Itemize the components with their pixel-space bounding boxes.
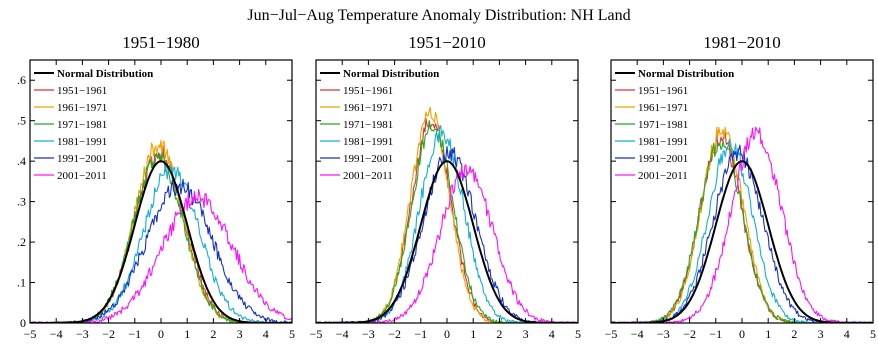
x-tick-label: 4 (549, 327, 555, 341)
x-tick-label: 0 (158, 327, 164, 341)
legend-entry: 1981−1991 (638, 136, 688, 148)
legend-entry: 1991−2001 (57, 153, 107, 165)
plot-frame (610, 59, 874, 324)
legend: Normal Distribution 1951−1961 1961−1971 197… (320, 68, 439, 182)
series-line-2001-2011 (30, 188, 292, 323)
legend-entry: 1951−1961 (638, 85, 688, 97)
x-tick-label: −1 (128, 327, 141, 341)
series-line-normal (316, 160, 578, 323)
x-tick-label: −2 (683, 327, 696, 341)
x-tick-label: 0 (739, 327, 745, 341)
legend-entry: 1951−1961 (57, 85, 107, 97)
legend-entry: 1971−1981 (57, 119, 107, 131)
legend-entry: 1961−1971 (57, 102, 107, 114)
x-tick-label: 1 (470, 327, 476, 341)
x-tick-label: 4 (844, 327, 850, 341)
y-tick-label: .2 (17, 235, 26, 249)
series-line-2001-2011 (316, 164, 578, 323)
chart-panel-2: 1951−2010 −5 −4 −3 −2 −1 0 1 2 3 4 5 Normal Distribu… (310, 33, 581, 341)
x-tick-label: −1 (709, 327, 722, 341)
legend-entry: 1971−1981 (343, 119, 393, 131)
legend-entry: 1981−1991 (343, 136, 393, 148)
series-line-1991-2001 (30, 178, 292, 323)
x-tick-label: 3 (523, 327, 529, 341)
panel-title: 1951−1980 (122, 33, 200, 52)
x-tick-label: 2 (210, 327, 216, 341)
x-tick-label: 3 (818, 327, 824, 341)
y-tick-label: .6 (17, 73, 26, 87)
legend-entry: 1981−1991 (57, 136, 107, 148)
y-tick-label: 0 (20, 316, 26, 330)
series-group (30, 139, 292, 323)
x-tick-label: 3 (237, 327, 243, 341)
x-tick-label: −4 (631, 327, 644, 341)
x-tick-label: 1 (184, 327, 190, 341)
legend: Normal Distribution 1951−1961 1961−1971 197… (34, 68, 153, 182)
panel-title: 1951−2010 (408, 33, 486, 52)
series-line-2001-2011 (611, 126, 873, 323)
series-group (611, 126, 873, 323)
chart-panel-3: 1981−2010 −5 −4 −3 −2 −1 0 1 2 3 4 5 Normal Distribu… (605, 33, 876, 341)
y-tick-label: .4 (17, 154, 26, 168)
legend-entry: 1991−2001 (343, 153, 393, 165)
x-tick-label: −5 (605, 327, 618, 341)
legend: Normal Distribution 1951−1961 1961−1971 197… (615, 68, 734, 182)
figure-title: Jun−Jul−Aug Temperature Anomaly Distribu… (247, 7, 630, 24)
legend-entry: 2001−2011 (57, 170, 107, 182)
y-tick-label: .5 (17, 114, 26, 128)
legend-entry: Normal Distribution (57, 68, 153, 80)
x-tick-label: −4 (50, 327, 63, 341)
series-line-1951-1961 (316, 118, 578, 323)
x-tick-label: 2 (496, 327, 502, 341)
x-tick-label: 5 (289, 327, 295, 341)
x-tick-label: −1 (414, 327, 427, 341)
plot-frame (29, 59, 293, 324)
chart-panel-1: 1951−1980 −5 −4 −3 −2 −1 0 1 2 3 4 5 0 .1 .2 .3 .4 .5 .6 No… (17, 33, 295, 341)
legend-entry: 1961−1971 (343, 102, 393, 114)
x-tick-label: 4 (263, 327, 269, 341)
legend-entry: 1961−1971 (638, 102, 688, 114)
legend-entry: 1971−1981 (638, 119, 688, 131)
x-tick-label: −3 (362, 327, 375, 341)
x-tick-label: −2 (388, 327, 401, 341)
series-line-1981-1991 (30, 164, 292, 323)
legend-entry: 2001−2011 (343, 170, 393, 182)
x-tick-label: −4 (336, 327, 349, 341)
x-tick-label: 2 (791, 327, 797, 341)
x-tick-label: −2 (102, 327, 115, 341)
x-tick-label: −3 (657, 327, 670, 341)
x-tick-label: −5 (24, 327, 37, 341)
x-tick-label: −5 (310, 327, 323, 341)
legend-entry: Normal Distribution (638, 68, 734, 80)
legend-entry: 1951−1961 (343, 85, 393, 97)
panels: 1951−1980 −5 −4 −3 −2 −1 0 1 2 3 4 5 0 .1 .2 .3 .4 .5 .6 No… (17, 33, 876, 341)
series-line-normal (30, 160, 292, 323)
y-tick-label: .3 (17, 195, 26, 209)
x-tick-label: 5 (575, 327, 581, 341)
x-tick-label: 0 (444, 327, 450, 341)
x-tick-label: 5 (870, 327, 876, 341)
series-line-1961-1971 (30, 139, 292, 323)
legend-entry: 2001−2011 (638, 170, 688, 182)
plot-frame (315, 59, 579, 324)
x-tick-label: −3 (76, 327, 89, 341)
panel-title: 1981−2010 (703, 33, 781, 52)
y-tick-label: .1 (17, 276, 26, 290)
series-line-normal (611, 160, 873, 323)
x-tick-label: 1 (765, 327, 771, 341)
legend-entry: 1991−2001 (638, 153, 688, 165)
legend-entry: Normal Distribution (343, 68, 439, 80)
